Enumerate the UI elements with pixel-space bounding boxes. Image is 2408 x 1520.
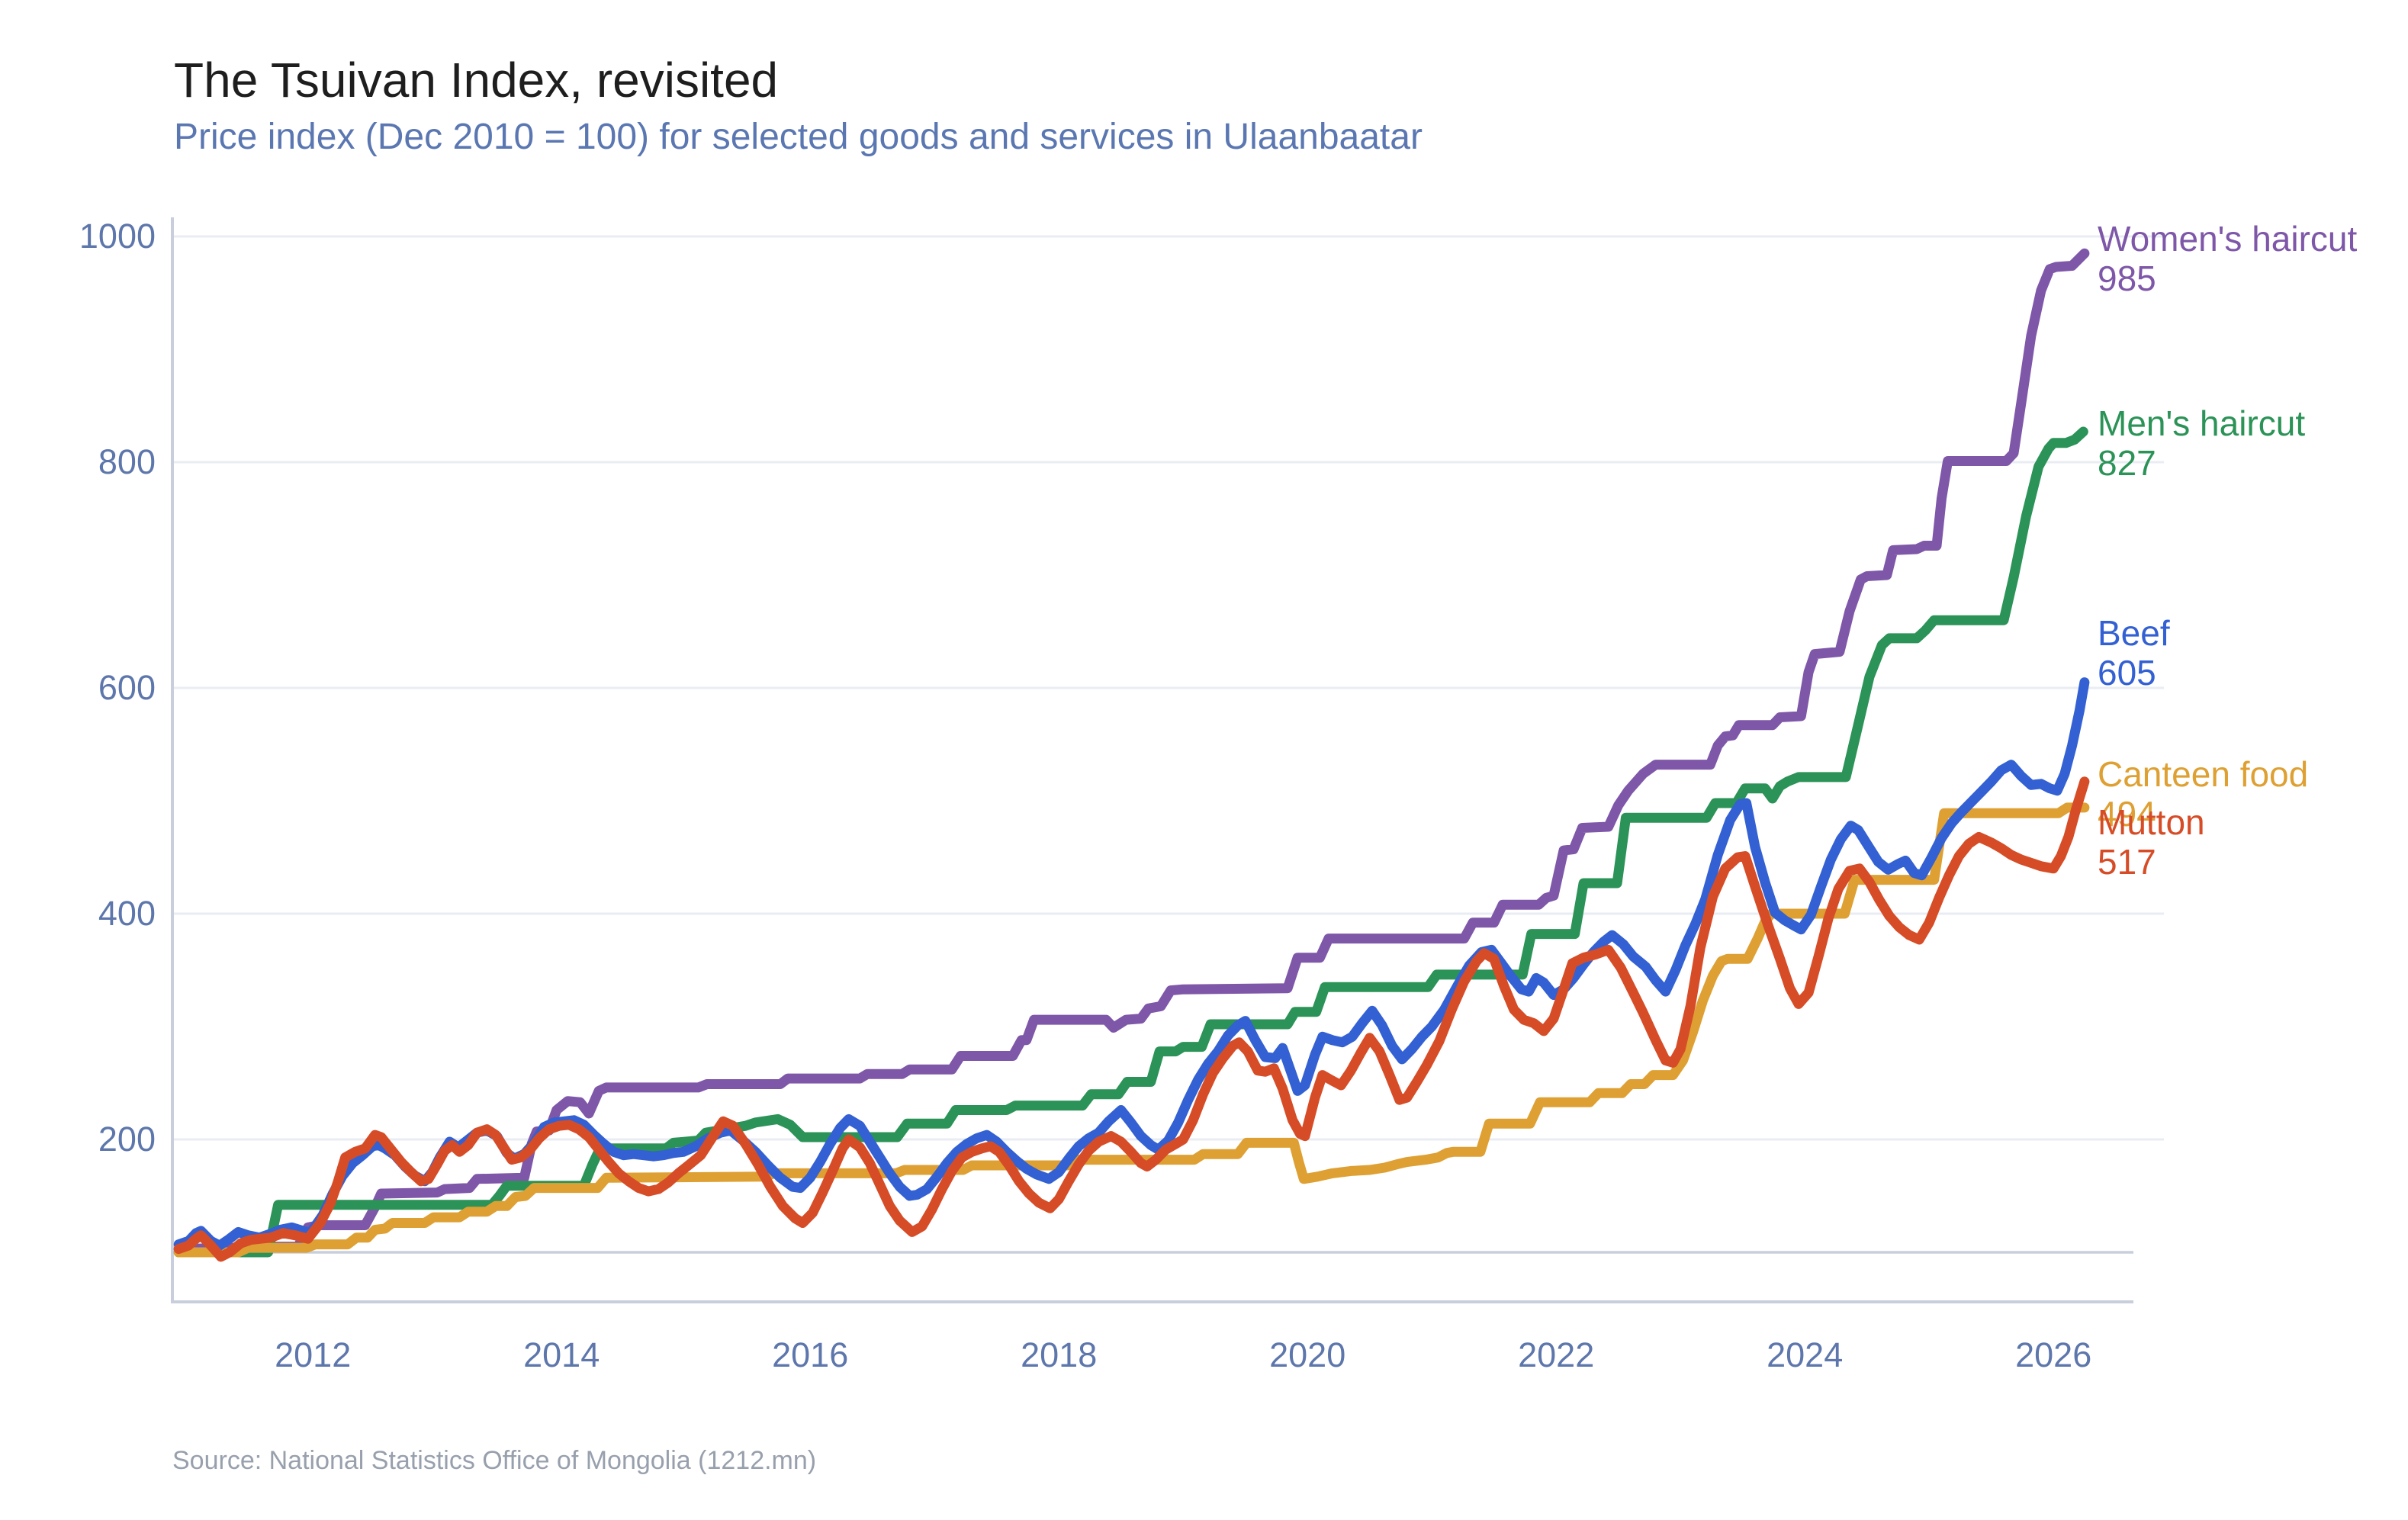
series-line-men-s-haircut	[173, 426, 2088, 1258]
legend-entry-canteen-food: Canteen food 494	[2098, 754, 2308, 834]
y-tick-label-400: 400	[98, 894, 156, 933]
series-line-mutton	[173, 776, 2090, 1262]
source-note: Source: National Statistics Office of Mo…	[172, 1446, 817, 1475]
series-line-canteen-food	[173, 802, 2090, 1258]
legend-entry-women-s-haircut: Women's haircut 985	[2098, 219, 2357, 298]
legend-series-name: Mutton	[2098, 802, 2205, 842]
y-tick-label-600: 600	[98, 668, 156, 707]
legend-series-value: 517	[2098, 842, 2156, 882]
legend-entry-beef: Beef 605	[2098, 613, 2170, 693]
x-tick-label-2016: 2016	[772, 1335, 848, 1374]
legend-series-name: Men's haircut	[2098, 403, 2306, 443]
x-tick-label-2026: 2026	[2015, 1335, 2091, 1374]
x-tick-label-2018: 2018	[1021, 1335, 1097, 1374]
chart-title: The Tsuivan Index, revisited	[174, 53, 779, 108]
legend-series-value: 827	[2098, 443, 2156, 483]
legend-series-value: 985	[2098, 259, 2156, 298]
y-tick-label-1000: 1000	[79, 217, 156, 255]
legend-entry-mutton: Mutton 517	[2098, 802, 2205, 882]
legend-entry-men-s-haircut: Men's haircut 827	[2098, 403, 2305, 483]
x-tick-label-2014: 2014	[523, 1335, 600, 1374]
legend-series-name: Beef	[2098, 613, 2170, 653]
legend-series-name: Canteen food	[2098, 754, 2309, 794]
x-tick-label-2020: 2020	[1269, 1335, 1345, 1374]
y-tick-label-200: 200	[98, 1120, 156, 1158]
x-tick-label-2024: 2024	[1767, 1335, 1843, 1374]
x-tick-label-2012: 2012	[275, 1335, 351, 1374]
y-tick-label-800: 800	[98, 442, 156, 481]
legend-series-value: 494	[2098, 794, 2156, 834]
series-line-women-s-haircut	[173, 248, 2090, 1255]
legend-series-value: 605	[2098, 653, 2156, 693]
x-tick-label-2022: 2022	[1518, 1335, 1594, 1374]
axis-spine	[171, 217, 2133, 1303]
legend-series-name: Women's haircut	[2098, 219, 2358, 259]
chart-subtitle: Price index (Dec 2010 = 100) for selecte…	[174, 117, 1423, 157]
